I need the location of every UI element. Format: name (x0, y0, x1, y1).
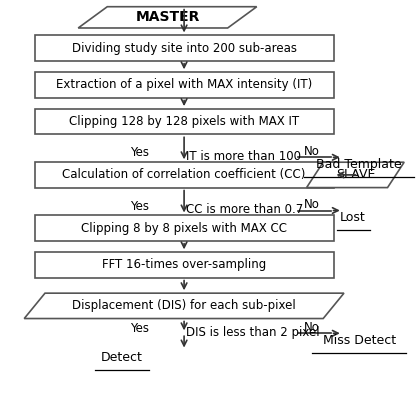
Text: Yes: Yes (130, 146, 149, 159)
Text: Detect: Detect (101, 351, 143, 364)
FancyBboxPatch shape (35, 215, 334, 241)
Text: No: No (303, 198, 319, 211)
Text: Bad Template: Bad Template (316, 158, 402, 171)
Text: No: No (303, 321, 319, 334)
Text: FFT 16-times over-sampling: FFT 16-times over-sampling (102, 258, 266, 272)
Text: Yes: Yes (130, 322, 149, 335)
FancyBboxPatch shape (35, 72, 334, 98)
Text: Miss Detect: Miss Detect (323, 334, 396, 347)
Text: Clipping 8 by 8 pixels with MAX CC: Clipping 8 by 8 pixels with MAX CC (81, 222, 287, 234)
FancyBboxPatch shape (35, 162, 334, 187)
FancyBboxPatch shape (35, 109, 334, 134)
Text: No: No (303, 145, 319, 158)
Text: Dividing study site into 200 sub-areas: Dividing study site into 200 sub-areas (71, 42, 297, 54)
FancyBboxPatch shape (35, 252, 334, 278)
Polygon shape (78, 7, 257, 28)
Text: Calculation of correlation coefficient (CC): Calculation of correlation coefficient (… (62, 169, 306, 181)
Text: DIS is less than 2 pixel: DIS is less than 2 pixel (186, 326, 320, 339)
Polygon shape (24, 293, 344, 318)
Text: Yes: Yes (130, 199, 149, 213)
Polygon shape (306, 162, 404, 187)
Text: Displacement (DIS) for each sub-pixel: Displacement (DIS) for each sub-pixel (72, 300, 296, 312)
Text: Extraction of a pixel with MAX intensity (IT): Extraction of a pixel with MAX intensity… (56, 78, 312, 91)
Text: Clipping 128 by 128 pixels with MAX IT: Clipping 128 by 128 pixels with MAX IT (69, 115, 299, 128)
Text: SLAVE: SLAVE (336, 169, 375, 181)
Text: IT is more than 100: IT is more than 100 (186, 150, 301, 163)
Text: Lost: Lost (340, 211, 366, 225)
FancyBboxPatch shape (35, 35, 334, 61)
Text: CC is more than 0.7: CC is more than 0.7 (186, 203, 303, 216)
Text: MASTER: MASTER (135, 10, 200, 24)
